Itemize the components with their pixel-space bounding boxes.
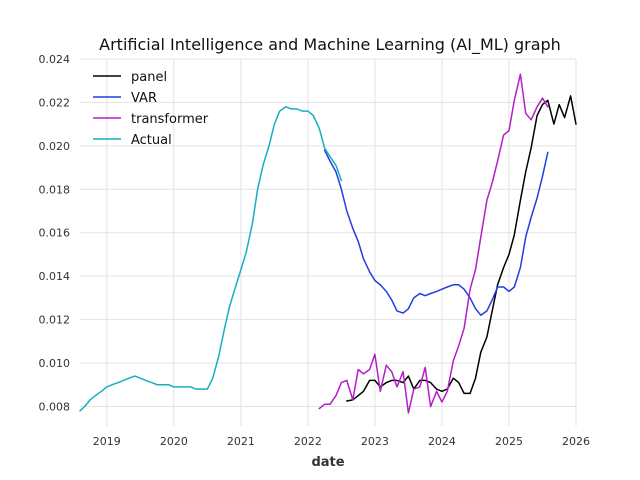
x-tick-label: 2020 (160, 435, 188, 448)
y-tick-label: 0.016 (39, 227, 71, 240)
legend: panel VAR transformer Actual (93, 70, 209, 148)
grid (80, 58, 577, 426)
legend-label-transformer: transformer (131, 112, 209, 127)
y-tick-label: 0.010 (39, 357, 71, 370)
y-tick-label: 0.022 (39, 96, 71, 109)
legend-label-var: VAR (131, 91, 157, 106)
y-tick-label: 0.020 (39, 140, 71, 153)
x-tick-label: 2026 (562, 435, 590, 448)
x-tick-label: 2022 (294, 435, 322, 448)
chart-title: Artificial Intelligence and Machine Lear… (99, 35, 561, 55)
y-tick-label: 0.024 (39, 53, 71, 66)
x-tick-label: 2021 (227, 435, 255, 448)
y-tick-label: 0.008 (39, 400, 71, 413)
legend-label-actual: Actual (131, 133, 172, 148)
y-axis-ticks: 0.008 0.010 0.012 0.014 0.016 0.018 0.020 0.022… (39, 53, 71, 413)
x-tick-label: 2023 (361, 435, 389, 448)
x-axis-label: date (311, 455, 344, 470)
series-lines (79, 73, 577, 414)
series-line-actual (79, 106, 343, 412)
x-axis-ticks: 2019 2020 2021 2022 2023 2024 2025 2026 (93, 435, 590, 448)
x-tick-label: 2024 (428, 435, 456, 448)
y-tick-label: 0.012 (39, 314, 71, 327)
x-tick-label: 2025 (495, 435, 523, 448)
y-tick-label: 0.018 (39, 183, 71, 196)
series-line-transformer (318, 73, 549, 414)
x-tick-label: 2019 (93, 435, 121, 448)
legend-label-panel: panel (131, 70, 167, 85)
y-tick-label: 0.014 (39, 270, 71, 283)
series-line-var (323, 149, 549, 316)
series-line-panel (346, 95, 577, 402)
